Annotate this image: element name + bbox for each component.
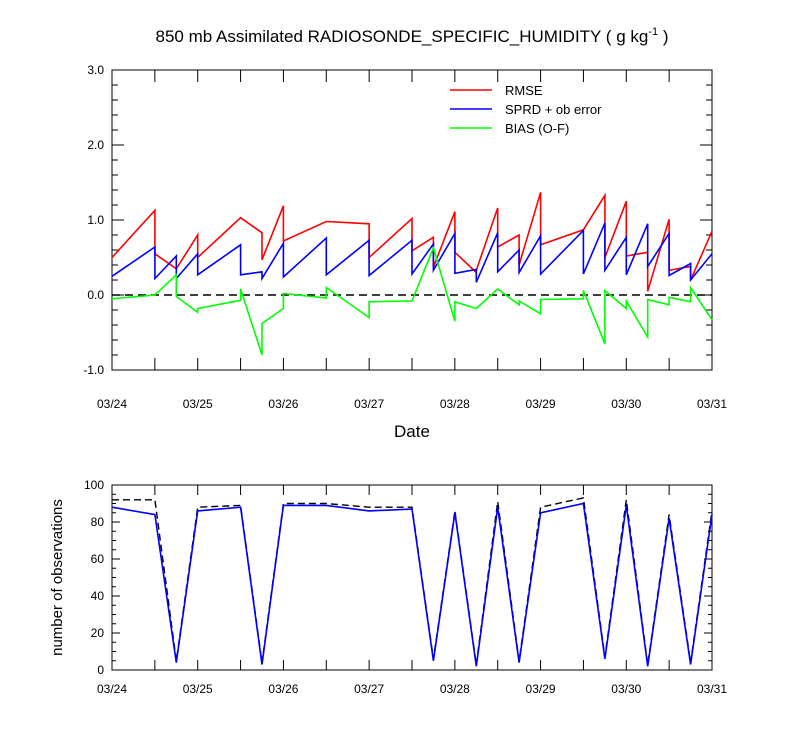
x-tick-label: 03/27	[354, 682, 384, 696]
x-tick-label: 03/30	[611, 682, 641, 696]
top-panel: 03/24 03/25 03/26 03/27 03/28 03/29 03/30 03/31…	[83, 63, 727, 441]
x-tick-label: 03/28	[440, 397, 470, 411]
x-tick-label: 03/30	[611, 397, 641, 411]
x-tick-label: 03/25	[183, 397, 213, 411]
series-line-bias-o-f	[111, 245, 713, 356]
chart-title-end: )	[658, 27, 668, 46]
x-tick-label: 03/27	[354, 397, 384, 411]
legend-label: RMSE	[505, 83, 543, 98]
y-tick-label: 40	[91, 589, 105, 603]
x-tick-label: 03/24	[97, 682, 127, 696]
chart-title-superscript: -1	[648, 26, 658, 38]
y-axis-label: number of observations	[49, 499, 66, 656]
x-tick-label: 03/28	[440, 682, 470, 696]
series-line-assimilated-observations	[111, 502, 713, 667]
y-tick-label: 100	[84, 478, 104, 492]
x-tick-label: 03/31	[697, 682, 727, 696]
legend-label: SPRD + ob error	[505, 102, 602, 117]
y-tick-label: 20	[91, 626, 105, 640]
x-tick-label: 03/29	[526, 682, 556, 696]
x-tick-label: 03/26	[268, 397, 298, 411]
y-tick-label: 80	[91, 515, 105, 529]
y-tick-label: 0	[97, 663, 104, 677]
x-tick-label: 03/26	[268, 682, 298, 696]
bottom-panel: 03/24 03/25 03/26 03/27 03/28 03/29 03/30 03/31…	[49, 478, 727, 696]
x-tick-label: 03/29	[526, 397, 556, 411]
x-tick-label: 03/31	[697, 397, 727, 411]
x-axis-label: Date	[394, 422, 430, 441]
y-tick-label: 0.0	[87, 288, 104, 302]
x-tick-label: 03/25	[183, 682, 213, 696]
series-line-possible-observations	[112, 497, 713, 665]
x-tick-label: 03/24	[97, 397, 127, 411]
y-tick-label: 60	[91, 552, 105, 566]
chart-title: 850 mb Assimilated RADIOSONDE_SPECIFIC_H…	[156, 26, 669, 46]
y-tick-label: 2.0	[87, 138, 104, 152]
series-line-rmse	[111, 192, 713, 292]
y-tick-label: 1.0	[87, 213, 104, 227]
legend: RMSE SPRD + ob error BIAS (O-F)	[450, 83, 602, 136]
y-tick-label: -1.0	[83, 363, 104, 377]
legend-label: BIAS (O-F)	[505, 121, 569, 136]
chart-title-main: 850 mb Assimilated RADIOSONDE_SPECIFIC_H…	[156, 27, 649, 46]
y-tick-label: 3.0	[87, 63, 104, 77]
series-line-sprd-ob-error	[111, 222, 713, 283]
